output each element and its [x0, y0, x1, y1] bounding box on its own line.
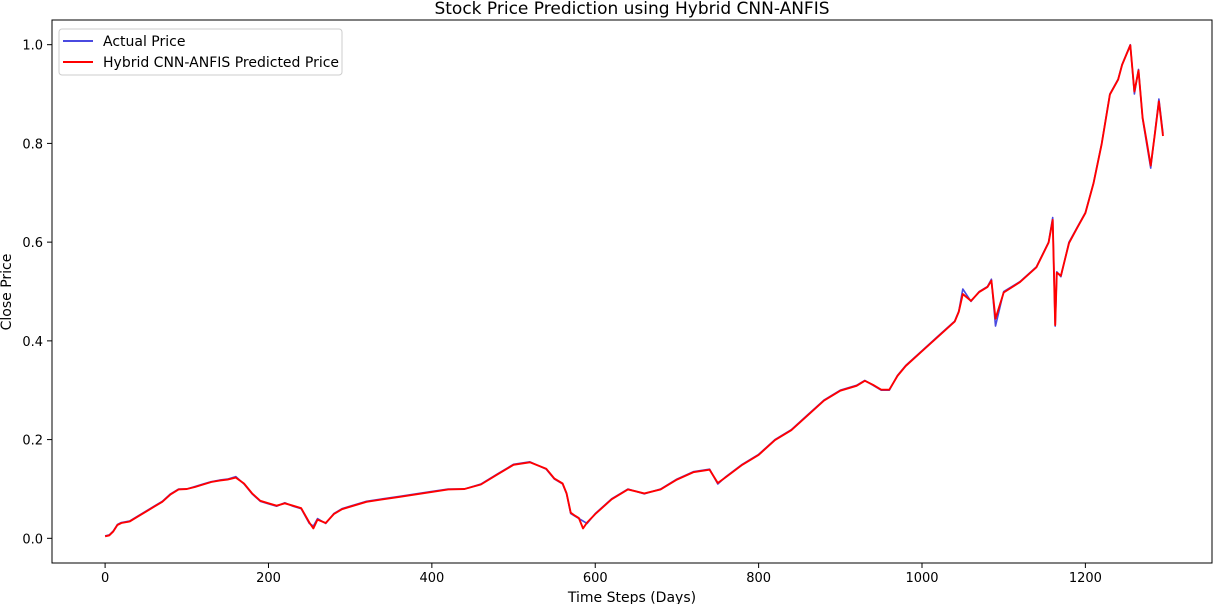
- legend-label-predicted: Hybrid CNN-ANFIS Predicted Price: [103, 55, 339, 71]
- legend: Actual Price Hybrid CNN-ANFIS Predicted …: [58, 28, 343, 76]
- y-tick-label: 0.6: [22, 236, 43, 251]
- y-tick-label: 0.0: [22, 532, 43, 547]
- legend-frame: [58, 28, 343, 76]
- x-tick-label: 400: [419, 571, 444, 586]
- y-tick-label: 1.0: [22, 39, 43, 54]
- x-tick-label: 600: [583, 571, 608, 586]
- y-axis-ticks: 0.0 0.2 0.4 0.6 0.8 1.0: [22, 39, 52, 547]
- series-line-predicted: [104, 44, 1164, 538]
- plot-frame: [51, 19, 1213, 564]
- y-tick-label: 0.4: [22, 335, 43, 350]
- y-axis-title: Close Price: [0, 254, 15, 331]
- x-tick-label: 0: [101, 571, 109, 586]
- x-tick-label: 800: [746, 571, 771, 586]
- plot-area: [51, 19, 1213, 564]
- series-layer: [104, 43, 1164, 538]
- y-tick-label: 0.2: [22, 434, 43, 449]
- chart-title: Stock Price Prediction using Hybrid CNN-…: [434, 0, 829, 19]
- x-tick-label: 200: [256, 571, 281, 586]
- x-axis-title: Time Steps (Days): [567, 590, 696, 604]
- x-tick-label: 1000: [905, 571, 938, 586]
- x-axis-ticks: 0 200 400 600 800 1000 1200: [101, 563, 1102, 586]
- y-tick-label: 0.8: [22, 137, 43, 152]
- x-tick-label: 1200: [1069, 571, 1102, 586]
- legend-label-actual: Actual Price: [103, 34, 185, 50]
- series-line-actual: [104, 43, 1164, 537]
